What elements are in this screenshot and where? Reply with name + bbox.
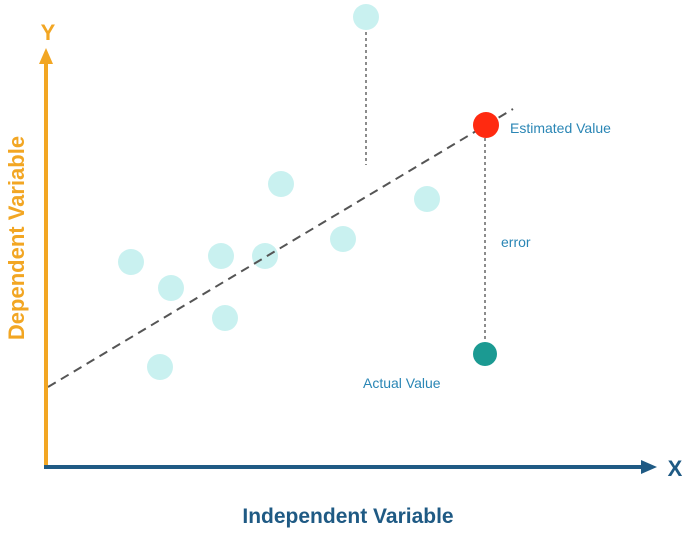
scatter-point (147, 354, 173, 380)
arrow-right-icon (641, 460, 657, 474)
scatter-point (158, 275, 184, 301)
regression-line (47, 108, 514, 388)
scatter-point (212, 305, 238, 331)
y-axis-title: Dependent Variable (4, 136, 29, 340)
estimated-value-point (473, 112, 499, 138)
actual-value-point (473, 342, 497, 366)
scatter-point (268, 171, 294, 197)
estimated-value-label: Estimated Value (510, 120, 611, 136)
scatter-point (252, 243, 278, 269)
scatter-point (208, 243, 234, 269)
error-label: error (501, 234, 531, 250)
scatter-point (414, 186, 440, 212)
scatter-point (330, 226, 356, 252)
scatter-point (353, 4, 379, 30)
scatter-points (118, 4, 440, 380)
scatter-point (118, 249, 144, 275)
y-axis-letter: Y (41, 20, 56, 45)
actual-value-label: Actual Value (363, 375, 441, 391)
x-axis-letter: X (668, 456, 683, 481)
arrow-up-icon (39, 48, 53, 64)
x-axis-title: Independent Variable (242, 505, 453, 528)
